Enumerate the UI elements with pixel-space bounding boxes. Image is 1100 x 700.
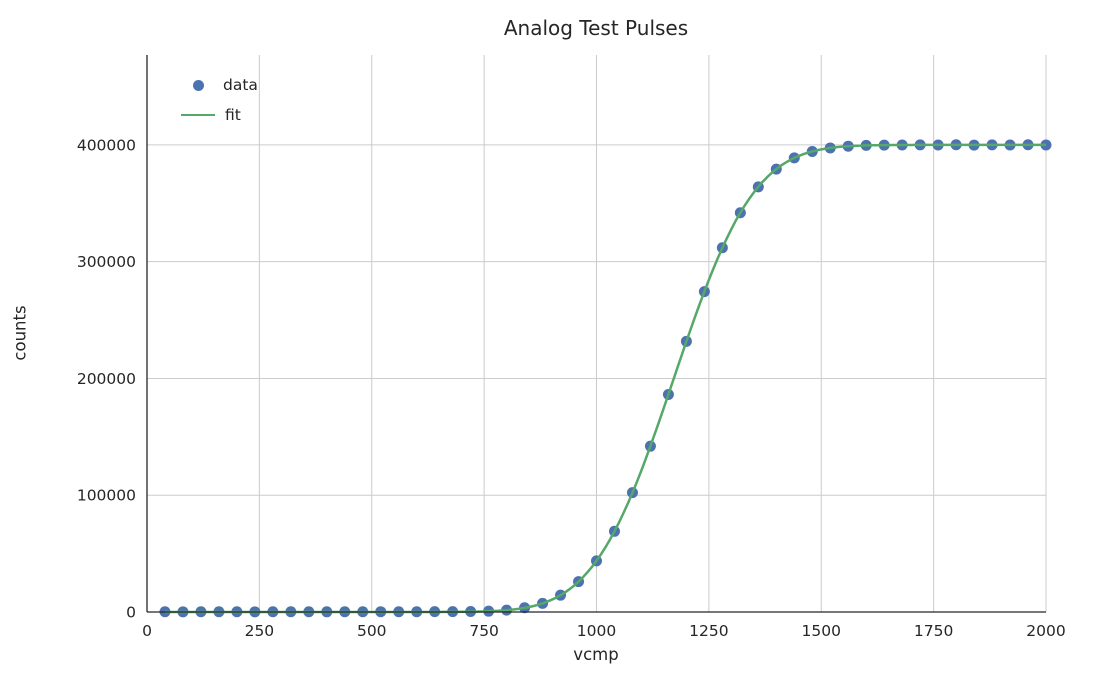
legend-label-fit: fit xyxy=(225,106,241,124)
svg-text:2000: 2000 xyxy=(1026,622,1065,640)
svg-text:100000: 100000 xyxy=(77,487,136,505)
svg-text:750: 750 xyxy=(469,622,499,640)
svg-text:1250: 1250 xyxy=(689,622,728,640)
tick-labels: 0 250 500 750 1000 1250 1500 1750 2000 0 100000 200… xyxy=(77,136,1066,640)
gridlines xyxy=(146,55,1047,613)
svg-text:0: 0 xyxy=(126,604,136,622)
svg-text:400000: 400000 xyxy=(77,136,136,154)
data-marker-icon xyxy=(193,79,204,91)
legend: data fit xyxy=(181,70,258,130)
axes-spines xyxy=(146,55,1046,613)
svg-text:0: 0 xyxy=(142,622,152,640)
svg-text:500: 500 xyxy=(357,622,387,640)
svg-text:1500: 1500 xyxy=(802,622,841,640)
legend-item-data: data xyxy=(181,70,258,100)
y-axis-label: counts xyxy=(10,305,30,361)
fit-line-icon xyxy=(181,114,215,116)
svg-text:250: 250 xyxy=(245,622,275,640)
svg-text:200000: 200000 xyxy=(77,370,136,388)
chart-title: Analog Test Pulses xyxy=(503,16,689,40)
svg-text:1750: 1750 xyxy=(914,622,953,640)
legend-label-data: data xyxy=(223,76,258,94)
data-series-points xyxy=(159,139,1052,618)
x-axis-label: vcmp xyxy=(573,645,619,664)
legend-item-fit: fit xyxy=(181,100,258,130)
svg-text:300000: 300000 xyxy=(77,253,136,271)
svg-text:1000: 1000 xyxy=(577,622,616,640)
